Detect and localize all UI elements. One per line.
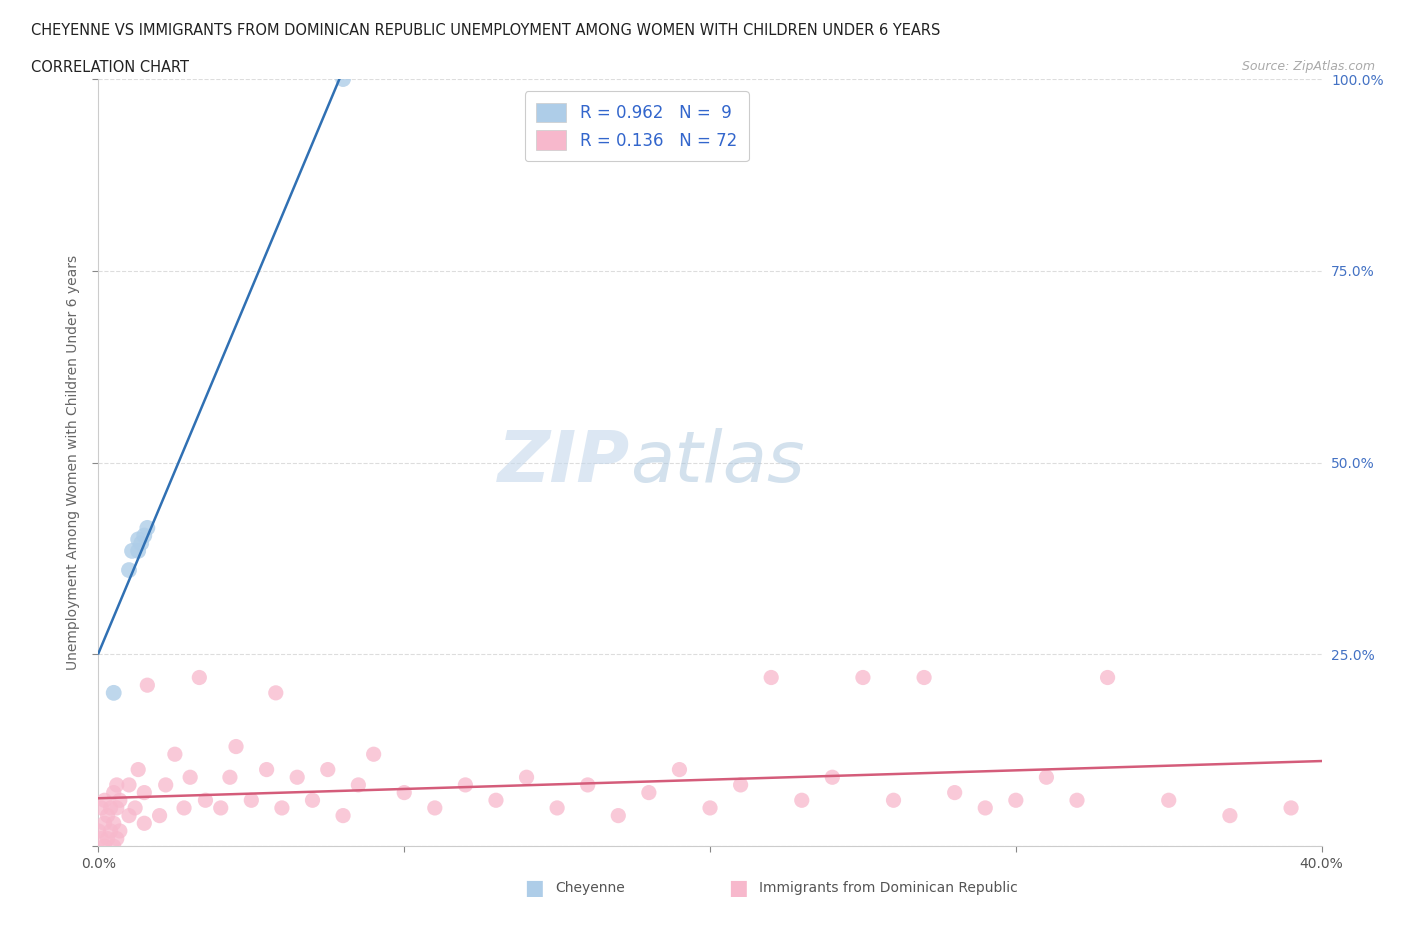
Point [105, 777, 128, 792]
Point [240, 792, 263, 807]
Text: Source: ZipAtlas.com: Source: ZipAtlas.com [1241, 60, 1375, 73]
Point [852, 671, 875, 685]
Point [93, 839, 115, 854]
Text: atlas: atlas [630, 428, 806, 498]
Text: ■: ■ [728, 878, 748, 898]
Point [516, 770, 538, 785]
Point [134, 528, 156, 543]
Point [392, 785, 416, 800]
Point [1004, 792, 1026, 807]
Point [943, 785, 966, 800]
Point [285, 770, 308, 785]
Point [149, 808, 172, 823]
Point [90, 831, 112, 846]
Point [179, 770, 201, 785]
Point [127, 543, 149, 558]
Point [90, 801, 112, 816]
Point [219, 770, 242, 785]
Point [1097, 671, 1119, 685]
Point [136, 678, 159, 693]
Point [423, 801, 446, 816]
Point [118, 777, 141, 792]
Point [668, 763, 690, 777]
Point [100, 801, 122, 816]
Point [129, 536, 152, 551]
Text: ■: ■ [524, 878, 544, 898]
Point [1066, 792, 1088, 807]
Point [347, 777, 370, 792]
Text: CORRELATION CHART: CORRELATION CHART [31, 60, 188, 75]
Text: Cheyenne: Cheyenne [555, 881, 626, 896]
Point [194, 792, 217, 807]
Point [97, 831, 120, 846]
Point [256, 763, 278, 777]
Point [1219, 808, 1241, 823]
Point [118, 808, 141, 823]
Point [127, 532, 149, 547]
Text: Immigrants from Dominican Republic: Immigrants from Dominican Republic [759, 881, 1018, 896]
Point [225, 739, 247, 754]
Legend: R = 0.962   N =  9, R = 0.136   N = 72: R = 0.962 N = 9, R = 0.136 N = 72 [524, 91, 748, 162]
Point [790, 792, 813, 807]
Point [1279, 801, 1302, 816]
Point [730, 777, 752, 792]
Point [637, 785, 661, 800]
Point [121, 543, 143, 558]
Point [759, 671, 782, 685]
Point [1035, 770, 1057, 785]
Point [974, 801, 997, 816]
Point [607, 808, 630, 823]
Point [155, 777, 177, 792]
Point [363, 747, 385, 762]
Point [485, 792, 508, 807]
Point [136, 521, 159, 536]
Point [103, 785, 125, 800]
Point [1157, 792, 1180, 807]
Point [316, 763, 339, 777]
Point [93, 792, 115, 807]
Point [103, 839, 125, 854]
Point [108, 824, 131, 839]
Point [821, 770, 844, 785]
Point [87, 824, 110, 839]
Point [209, 801, 232, 816]
Text: CHEYENNE VS IMMIGRANTS FROM DOMINICAN REPUBLIC UNEMPLOYMENT AMONG WOMEN WITH CHI: CHEYENNE VS IMMIGRANTS FROM DOMINICAN RE… [31, 23, 941, 38]
Point [883, 792, 905, 807]
Y-axis label: Unemployment Among Women with Children Under 6 years: Unemployment Among Women with Children U… [66, 255, 80, 671]
Point [103, 685, 125, 700]
Point [173, 801, 195, 816]
Point [108, 792, 131, 807]
Point [270, 801, 292, 816]
Point [188, 671, 211, 685]
Point [454, 777, 477, 792]
Point [699, 801, 721, 816]
Point [576, 777, 599, 792]
Point [301, 792, 323, 807]
Point [546, 801, 568, 816]
Point [93, 816, 115, 830]
Point [103, 816, 125, 830]
Point [134, 816, 156, 830]
Point [163, 747, 186, 762]
Point [118, 563, 141, 578]
Point [134, 785, 156, 800]
Point [100, 824, 122, 839]
Point [127, 763, 149, 777]
Point [105, 801, 128, 816]
Point [97, 808, 120, 823]
Point [264, 685, 287, 700]
Point [124, 801, 146, 816]
Text: ZIP: ZIP [498, 428, 630, 498]
Point [332, 72, 354, 86]
Point [105, 831, 128, 846]
Point [332, 808, 354, 823]
Point [912, 671, 935, 685]
